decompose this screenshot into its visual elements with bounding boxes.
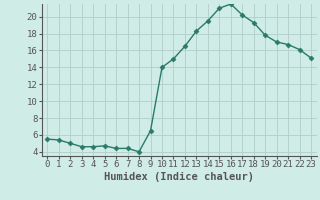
X-axis label: Humidex (Indice chaleur): Humidex (Indice chaleur) <box>104 172 254 182</box>
